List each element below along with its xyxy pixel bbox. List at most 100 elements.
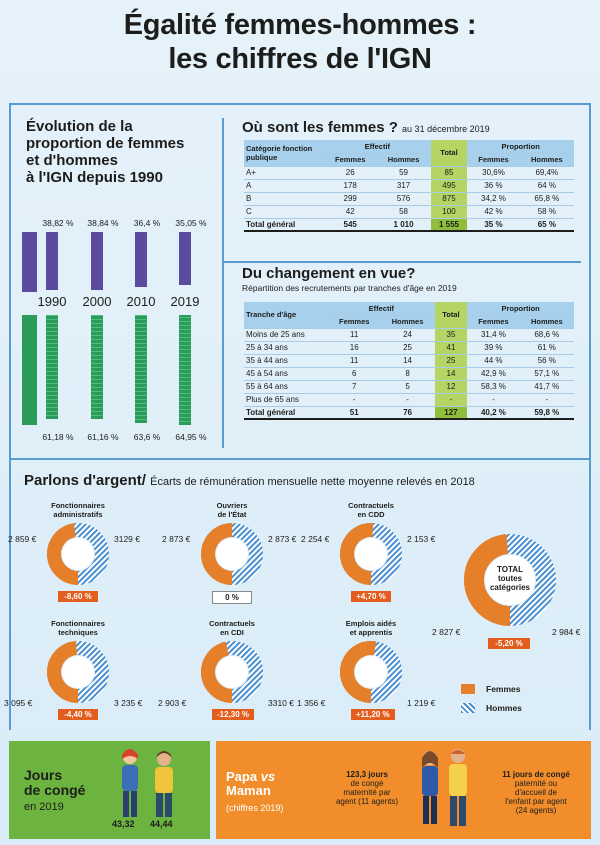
table-cell: - <box>380 393 435 407</box>
table-cell: 25 à 34 ans <box>244 341 328 355</box>
table-cell: 44 % <box>467 354 520 368</box>
parents-illustration <box>422 749 467 826</box>
table-cell: 56 % <box>519 354 574 368</box>
conges-title: Jours de congé en 2019 <box>24 767 86 814</box>
hommes-pct-label: 63,6 % <box>133 432 161 442</box>
donut-title: Fonctionnaires administratifs <box>51 501 105 519</box>
table-cell: 41 <box>434 341 468 355</box>
th-effectif: Effectif <box>328 302 435 316</box>
legend-femmes-swatch <box>461 684 475 694</box>
table-cell: 7 <box>328 380 381 394</box>
table-cell: 59 <box>376 166 431 180</box>
table-cell: 34,2 % <box>467 192 520 206</box>
table-cell: 16 <box>328 341 381 355</box>
table-cell: 24 <box>380 328 435 342</box>
table-cell: 317 <box>376 179 431 193</box>
donut-femmes-amount: 1 356 € <box>297 698 326 708</box>
donut-hommes-amount: 2 873 € <box>268 534 297 544</box>
table-cell: 58 % <box>519 205 574 219</box>
femmes-bar-2019 <box>179 232 191 285</box>
th-hommes: Hommes <box>519 315 574 329</box>
donut-femmes-amount: 2 903 € <box>158 698 187 708</box>
table-cell: 61 % <box>519 341 574 355</box>
table-cell: 68,6 % <box>519 328 574 342</box>
maman-info: 123,3 jours de congé maternité par agent… <box>335 770 399 806</box>
table-cell: 576 <box>376 192 431 206</box>
table1-row: A+ 26 59 85 30,6% 69,4% <box>244 166 574 180</box>
femmes-pct-label: 38,82 % <box>42 218 74 228</box>
donut-femmes-amount: 2 873 € <box>162 534 191 544</box>
donut-hole <box>355 538 387 570</box>
table2-subtitle: Répartition des recrutements par tranche… <box>242 283 457 293</box>
table-cell: 64 % <box>519 179 574 193</box>
table2-row: Total général 51 76 127 40,2 % 59,8 % <box>244 406 574 420</box>
horizontal-divider <box>222 261 581 263</box>
table-cell: 8 <box>380 367 435 381</box>
table-cell: 35 % <box>467 218 520 232</box>
table-cell: 25 <box>434 354 468 368</box>
table-cell: Total général <box>244 406 328 420</box>
evolution-title: Évolution de la proportion de femmes et … <box>26 118 185 186</box>
donut-gap-badge: 0 % <box>212 591 252 604</box>
table-cell: - <box>519 393 574 407</box>
donut-hommes-amount: 2 153 € <box>407 534 436 544</box>
donut-1 <box>201 523 263 585</box>
donut-title: Ouvriers de l'État <box>216 501 248 519</box>
donut-4 <box>201 641 263 703</box>
mother-figure <box>422 751 438 824</box>
table-cell: A <box>244 179 324 193</box>
hommes-pct-label: 64,95 % <box>175 432 207 442</box>
table-cell: 42 % <box>467 205 520 219</box>
hommes-bar-2019 <box>179 315 191 425</box>
section-divider <box>9 458 591 460</box>
th-total: Total <box>434 302 468 329</box>
hommes-pct-label: 61,18 % <box>42 432 74 442</box>
donut-0 <box>47 523 109 585</box>
table-cell: 30,6% <box>467 166 520 180</box>
femmes-pct-label: 36,4 % <box>133 218 161 228</box>
donut-hole <box>216 656 248 688</box>
table-cell: 69,4% <box>519 166 574 180</box>
table-cell: - <box>467 393 520 407</box>
year-label: 2000 <box>82 294 112 309</box>
table-tranches: Tranche d'âge Effectif Total Proportion … <box>244 302 574 420</box>
table-cell: 76 <box>380 406 435 420</box>
table2-row: 25 à 34 ans 16 25 41 39 % 61 % <box>244 341 574 355</box>
donut-hommes-amount: 1 219 € <box>407 698 436 708</box>
th-femmes: Femmes <box>467 315 520 329</box>
father-figure <box>449 749 467 826</box>
hommes-bar-2010 <box>135 315 147 423</box>
table-cell: 127 <box>434 406 468 420</box>
table-cell: 545 <box>324 218 377 232</box>
table-cell: Moins de 25 ans <box>244 328 328 342</box>
year-label: 1990 <box>37 294 67 309</box>
table-cell: 178 <box>324 179 377 193</box>
papa-maman-box <box>216 741 591 839</box>
hommes-bar-1990 <box>46 315 58 419</box>
donut-3 <box>47 641 109 703</box>
table1-row: C 42 58 100 42 % 58 % <box>244 205 574 219</box>
donut-5 <box>340 641 402 703</box>
table-cell: - <box>434 393 468 407</box>
hommes-bar-2000 <box>91 315 103 419</box>
table-cell: A+ <box>244 166 324 180</box>
total-gap-badge: -5,20 % <box>488 638 530 649</box>
legend-hommes-swatch <box>461 703 475 713</box>
donut-hole <box>485 555 535 605</box>
table-cell: 11 <box>328 354 381 368</box>
th-femmes: Femmes <box>467 153 520 167</box>
donut-femmes-amount: 3 095 € <box>4 698 33 708</box>
hommes-pct-label: 61,16 % <box>87 432 119 442</box>
table-cell: 11 <box>328 328 381 342</box>
table-cell: 51 <box>328 406 381 420</box>
total-label: TOTAL toutes catégories <box>489 565 531 592</box>
donut-femmes-amount: 2 254 € <box>301 534 330 544</box>
table-cell: Total général <box>244 218 324 232</box>
table-cell: 57,1 % <box>519 367 574 381</box>
th-total: Total <box>430 140 468 167</box>
femmes-arc <box>340 641 402 703</box>
table-cell: 35 à 44 ans <box>244 354 328 368</box>
donut-gap-badge: +4,70 % <box>351 591 391 602</box>
table2-row: Plus de 65 ans - - - - - <box>244 393 574 407</box>
table-cell: 26 <box>324 166 377 180</box>
